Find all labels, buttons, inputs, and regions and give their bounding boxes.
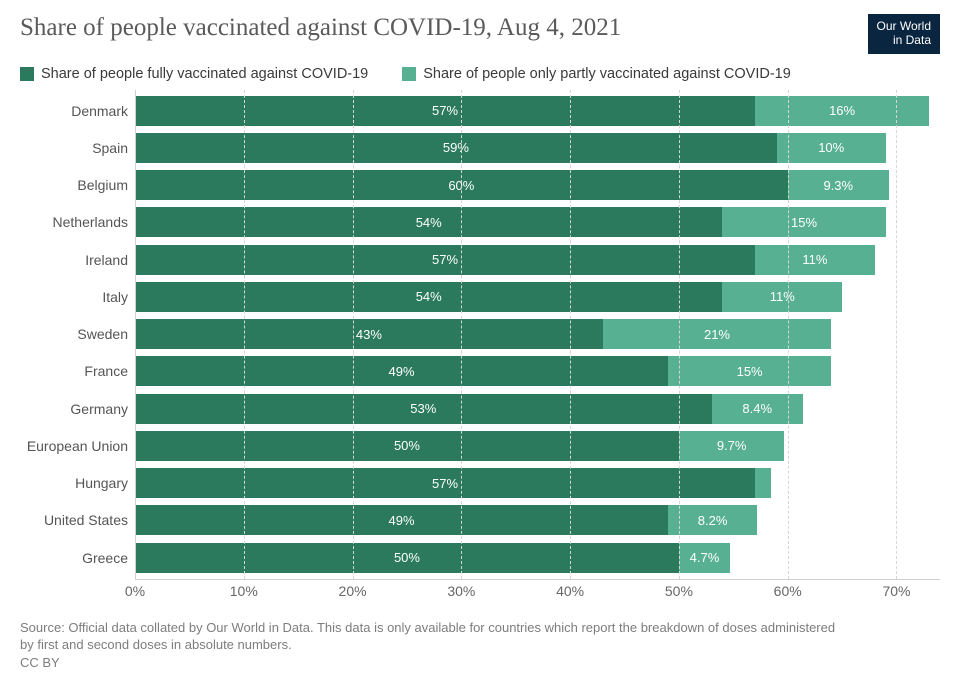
row-label: Spain — [20, 140, 128, 156]
x-tick-label: 40% — [556, 583, 584, 599]
x-tick-label: 20% — [339, 583, 367, 599]
row-label: Germany — [20, 401, 128, 417]
bar-segment-partly: 21% — [603, 319, 831, 349]
bar-segment-partly: 16% — [755, 96, 929, 126]
bar-segment-partly: 9.3% — [788, 170, 889, 200]
bar-segment-partly: 8.2% — [668, 505, 757, 535]
gridline — [788, 90, 789, 579]
row-label: Italy — [20, 289, 128, 305]
legend-swatch-partly — [402, 67, 416, 81]
row-label: Ireland — [20, 252, 128, 268]
bar-segment-fully: 54% — [135, 207, 722, 237]
chart-title: Share of people vaccinated against COVID… — [20, 14, 621, 42]
chart-container: Share of people vaccinated against COVID… — [0, 0, 960, 681]
bar-row: Greece50%4.7% — [135, 543, 940, 573]
bar-row: Denmark57%16% — [135, 96, 940, 126]
gridline — [570, 90, 571, 579]
bar-segment-fully: 43% — [135, 319, 603, 349]
logo-line1: Our World — [877, 20, 931, 34]
legend-item-partly: Share of people only partly vaccinated a… — [402, 66, 791, 82]
row-label: France — [20, 363, 128, 379]
legend-label-fully: Share of people fully vaccinated against… — [41, 66, 368, 82]
x-tick-label: 10% — [230, 583, 258, 599]
source-line1: Source: Official data collated by Our Wo… — [20, 619, 940, 637]
gridline — [244, 90, 245, 579]
x-tick-label: 30% — [447, 583, 475, 599]
bar-segment-partly: 4.7% — [679, 543, 730, 573]
legend: Share of people fully vaccinated against… — [20, 66, 940, 82]
gridline — [461, 90, 462, 579]
bar-row: Sweden43%21% — [135, 319, 940, 349]
bar-segment-fully: 57% — [135, 245, 755, 275]
legend-label-partly: Share of people only partly vaccinated a… — [423, 66, 791, 82]
x-tick-label: 0% — [125, 583, 145, 599]
bar-row: France49%15% — [135, 356, 940, 386]
bar-segment-fully: 57% — [135, 96, 755, 126]
bar-segment-partly: 9.7% — [679, 431, 785, 461]
bar-segment-fully: 57% — [135, 468, 755, 498]
row-label: Denmark — [20, 103, 128, 119]
gridline — [135, 90, 136, 579]
bar-segment-fully: 53% — [135, 394, 712, 424]
bar-segment-fully: 49% — [135, 356, 668, 386]
footer: Source: Official data collated by Our Wo… — [20, 619, 940, 672]
row-label: Netherlands — [20, 214, 128, 230]
row-label: Greece — [20, 550, 128, 566]
legend-item-fully: Share of people fully vaccinated against… — [20, 66, 368, 82]
row-label: United States — [20, 512, 128, 528]
bar-segment-partly: 11% — [755, 245, 875, 275]
row-label: Hungary — [20, 475, 128, 491]
x-tick-label: 50% — [665, 583, 693, 599]
plot: Denmark57%16% Spain59%10% Belgium60%9.3% Ne… — [135, 90, 940, 580]
source-line2: by first and second doses in absolute nu… — [20, 636, 940, 654]
gridline — [896, 90, 897, 579]
bar-row: Belgium60%9.3% — [135, 170, 940, 200]
bar-segment-partly: 15% — [668, 356, 831, 386]
bar-segment-fully: 50% — [135, 543, 679, 573]
x-axis: 0%10%20%30%40%50%60%70% — [135, 583, 940, 607]
row-label: Belgium — [20, 177, 128, 193]
x-tick-label: 60% — [774, 583, 802, 599]
gridline — [679, 90, 680, 579]
bar-row: Germany53%8.4% — [135, 394, 940, 424]
bar-row: Ireland57%11% — [135, 245, 940, 275]
bar-segment-partly: 15% — [722, 207, 885, 237]
bar-row: Hungary57% — [135, 468, 940, 498]
bar-row: Netherlands54%15% — [135, 207, 940, 237]
bar-row: Italy54%11% — [135, 282, 940, 312]
header: Share of people vaccinated against COVID… — [20, 14, 940, 54]
bar-segment-partly — [755, 468, 771, 498]
row-label: Sweden — [20, 326, 128, 342]
bar-segment-partly: 11% — [722, 282, 842, 312]
legend-swatch-fully — [20, 67, 34, 81]
chart-plot-area: Denmark57%16%Spain59%10%Belgium60%9.3%Ne… — [20, 90, 940, 607]
owid-logo: Our World in Data — [868, 14, 940, 54]
license: CC BY — [20, 654, 940, 672]
bar-segment-fully: 54% — [135, 282, 722, 312]
bar-row: European Union50%9.7% — [135, 431, 940, 461]
bar-segment-partly: 8.4% — [712, 394, 803, 424]
bar-row: United States49%8.2% — [135, 505, 940, 535]
x-tick-label: 70% — [882, 583, 910, 599]
bar-segment-partly: 10% — [777, 133, 886, 163]
bar-segment-fully: 49% — [135, 505, 668, 535]
bar-segment-fully: 59% — [135, 133, 777, 163]
row-label: European Union — [20, 438, 128, 454]
gridline — [353, 90, 354, 579]
bar-segment-fully: 50% — [135, 431, 679, 461]
logo-line2: in Data — [877, 34, 931, 48]
bar-rows: Denmark57%16% Spain59%10% Belgium60%9.3% Ne… — [135, 96, 940, 573]
bar-row: Spain59%10% — [135, 133, 940, 163]
